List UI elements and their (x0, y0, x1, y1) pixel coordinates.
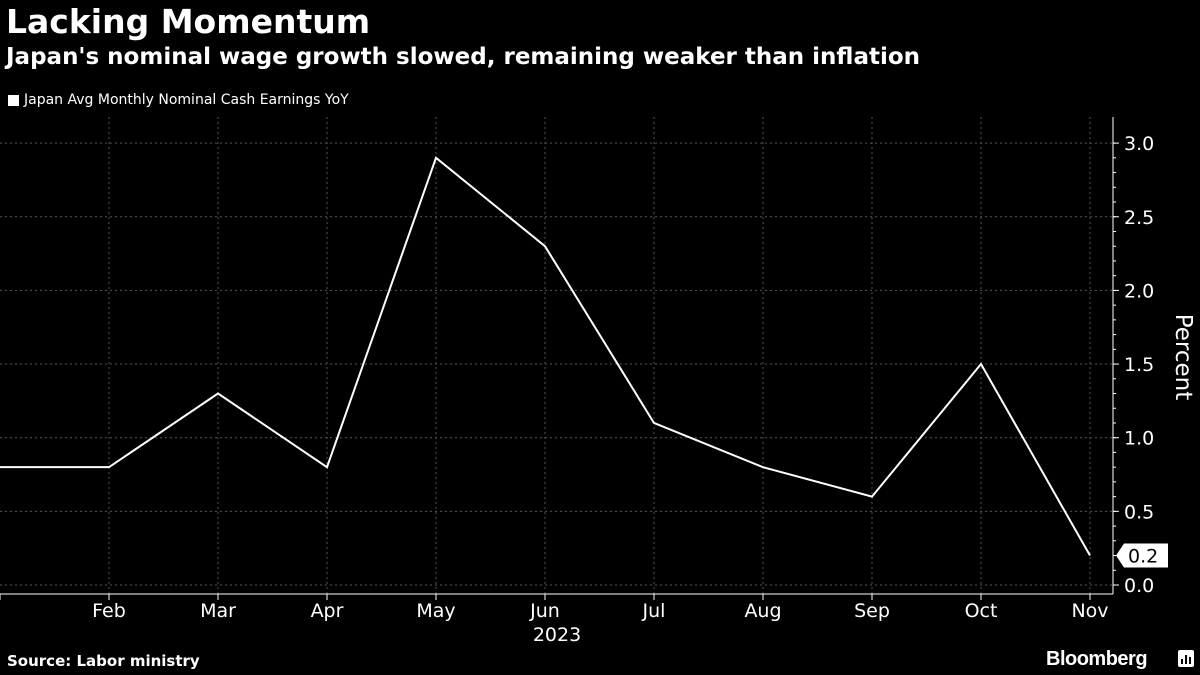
x-tick-label: Aug (744, 600, 781, 622)
x-tick-label: Feb (92, 600, 126, 622)
y-axis-label: Percent (1170, 314, 1196, 401)
x-tick-label: Mar (200, 600, 236, 622)
x-tick-label: Sep (854, 600, 890, 622)
y-tick-label: 2.0 (1124, 280, 1154, 302)
legend-label: Japan Avg Monthly Nominal Cash Earnings … (24, 92, 349, 108)
series-line (0, 156, 1091, 557)
y-tick-label: 1.0 (1124, 428, 1154, 450)
x-tick-label: Nov (1071, 600, 1108, 622)
legend: Japan Avg Monthly Nominal Cash Earnings … (8, 92, 349, 108)
source-note: Source: Labor ministry (7, 652, 200, 670)
x-axis-label: 2023 (533, 624, 581, 646)
last-value-label: 0.2 (1128, 546, 1158, 568)
y-tick-label: 1.5 (1124, 354, 1154, 376)
y-tick-label: 0.5 (1124, 501, 1154, 523)
x-tick-label: Oct (965, 600, 998, 622)
chart-subtitle: Japan's nominal wage growth slowed, rema… (6, 44, 921, 70)
x-tick-label: Apr (311, 600, 344, 622)
x-tick-label: Jun (529, 600, 560, 622)
y-tick-label: 3.0 (1124, 133, 1154, 155)
bloomberg-logo: Bloomberg (1046, 648, 1148, 670)
chart-title: Lacking Momentum (6, 2, 371, 41)
y-tick-label: 0.0 (1124, 575, 1154, 597)
x-tick-label: May (416, 600, 455, 622)
legend-swatch (8, 94, 19, 106)
y-tick-label: 2.5 (1124, 207, 1154, 229)
bloomberg-chart-icon (1178, 650, 1194, 667)
x-tick-label: Jul (642, 600, 666, 622)
last-value-callout (1116, 543, 1168, 568)
